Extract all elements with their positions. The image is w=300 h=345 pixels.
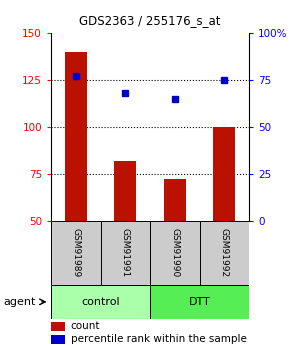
Bar (150, 221, 200, 285)
Bar (150, 285, 249, 319)
Text: GSM91992: GSM91992 (220, 228, 229, 277)
Text: GSM91991: GSM91991 (121, 228, 130, 277)
Bar (164, 179, 186, 221)
Bar (51, 335, 65, 344)
Bar (51, 285, 150, 319)
Bar (213, 127, 236, 221)
Text: control: control (81, 297, 120, 307)
Bar (64, 51, 87, 221)
Bar (200, 221, 249, 285)
Text: count: count (71, 322, 100, 331)
Bar (51, 221, 100, 285)
Text: GSM91990: GSM91990 (170, 228, 179, 277)
Text: GDS2363 / 255176_s_at: GDS2363 / 255176_s_at (79, 14, 221, 27)
Text: agent: agent (3, 297, 35, 307)
Bar (100, 221, 150, 285)
Bar (114, 161, 136, 221)
Text: DTT: DTT (189, 297, 210, 307)
Bar (51, 322, 65, 331)
Text: GSM91989: GSM91989 (71, 228, 80, 277)
Text: percentile rank within the sample: percentile rank within the sample (71, 334, 247, 344)
